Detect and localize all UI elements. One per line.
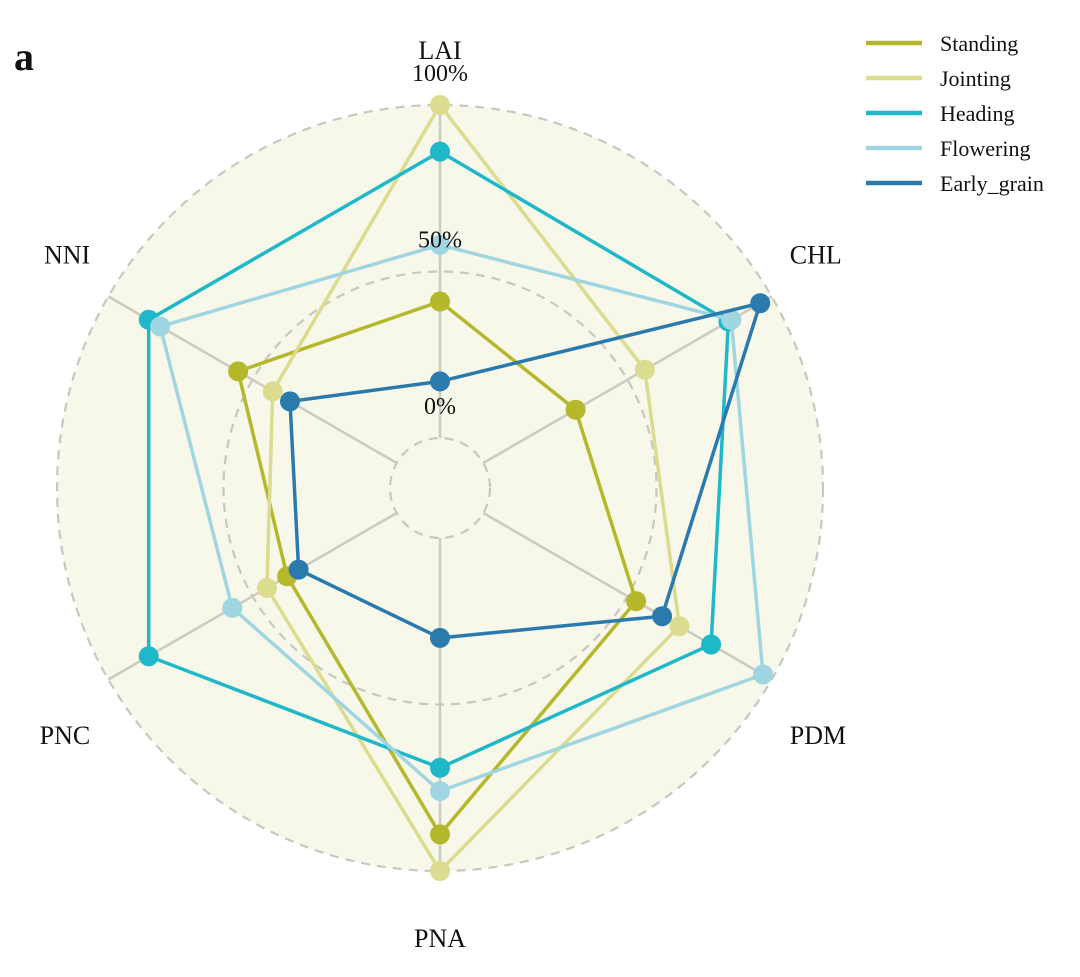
- data-point: [652, 606, 673, 627]
- legend: Standing Jointing Heading Flowering Early_gr…: [866, 31, 1044, 196]
- data-point: [430, 141, 450, 162]
- grid-circle: [55, 103, 825, 873]
- axis-label-nni: NNI: [44, 241, 90, 270]
- data-point: [701, 634, 722, 655]
- data-point: [430, 781, 450, 802]
- series-flowering: [150, 234, 773, 802]
- data-point: [626, 591, 647, 612]
- tick-labels: 0% 50% 100%: [412, 61, 468, 420]
- data-point: [430, 371, 450, 392]
- data-point: [669, 616, 690, 637]
- axis-labels: LAI CHL PDM PNA PNC NNI: [40, 36, 847, 953]
- legend-label: Jointing: [940, 66, 1011, 91]
- tick-label: 0%: [424, 394, 456, 420]
- data-point: [430, 824, 450, 845]
- data-point: [256, 577, 277, 598]
- series-standing: [228, 291, 647, 845]
- data-point: [280, 391, 300, 412]
- data-point: [753, 664, 773, 685]
- data-point: [430, 95, 450, 115]
- legend-label: Flowering: [940, 136, 1030, 161]
- legend-label: Heading: [940, 101, 1015, 126]
- data-point: [288, 559, 309, 580]
- legend-item: Heading: [866, 101, 1015, 126]
- axis-label-lai: LAI: [418, 36, 461, 65]
- tick-label: 100%: [412, 61, 468, 87]
- data-point: [430, 627, 450, 648]
- data-point: [634, 359, 655, 380]
- data-point: [721, 309, 742, 330]
- data-point: [222, 597, 243, 618]
- series-early-grain: [280, 293, 771, 648]
- data-point: [150, 316, 171, 337]
- data-point: [565, 399, 586, 420]
- axis-label-pdm: PDM: [790, 721, 846, 750]
- data-point: [750, 293, 771, 314]
- data-point: [430, 861, 450, 881]
- data-point: [430, 757, 450, 778]
- tick-label: 50%: [418, 228, 462, 254]
- data-point: [430, 291, 450, 312]
- panel-label: a: [14, 34, 34, 79]
- data-point: [430, 234, 450, 255]
- legend-label: Standing: [940, 31, 1018, 56]
- legend-item: Standing: [866, 31, 1018, 56]
- legend-item: Jointing: [866, 66, 1011, 91]
- legend-item: Flowering: [866, 136, 1030, 161]
- axis-label-pna: PNA: [414, 924, 466, 953]
- series-jointing: [256, 95, 690, 881]
- series-layer: [138, 95, 773, 881]
- axis-label-chl: CHL: [790, 241, 842, 270]
- data-point: [228, 361, 249, 382]
- data-point: [262, 381, 283, 402]
- legend-item: Early_grain: [866, 171, 1044, 196]
- legend-label: Early_grain: [940, 171, 1044, 196]
- grid-circle: [388, 436, 492, 540]
- data-point: [138, 646, 159, 667]
- axis-label-pnc: PNC: [40, 721, 91, 750]
